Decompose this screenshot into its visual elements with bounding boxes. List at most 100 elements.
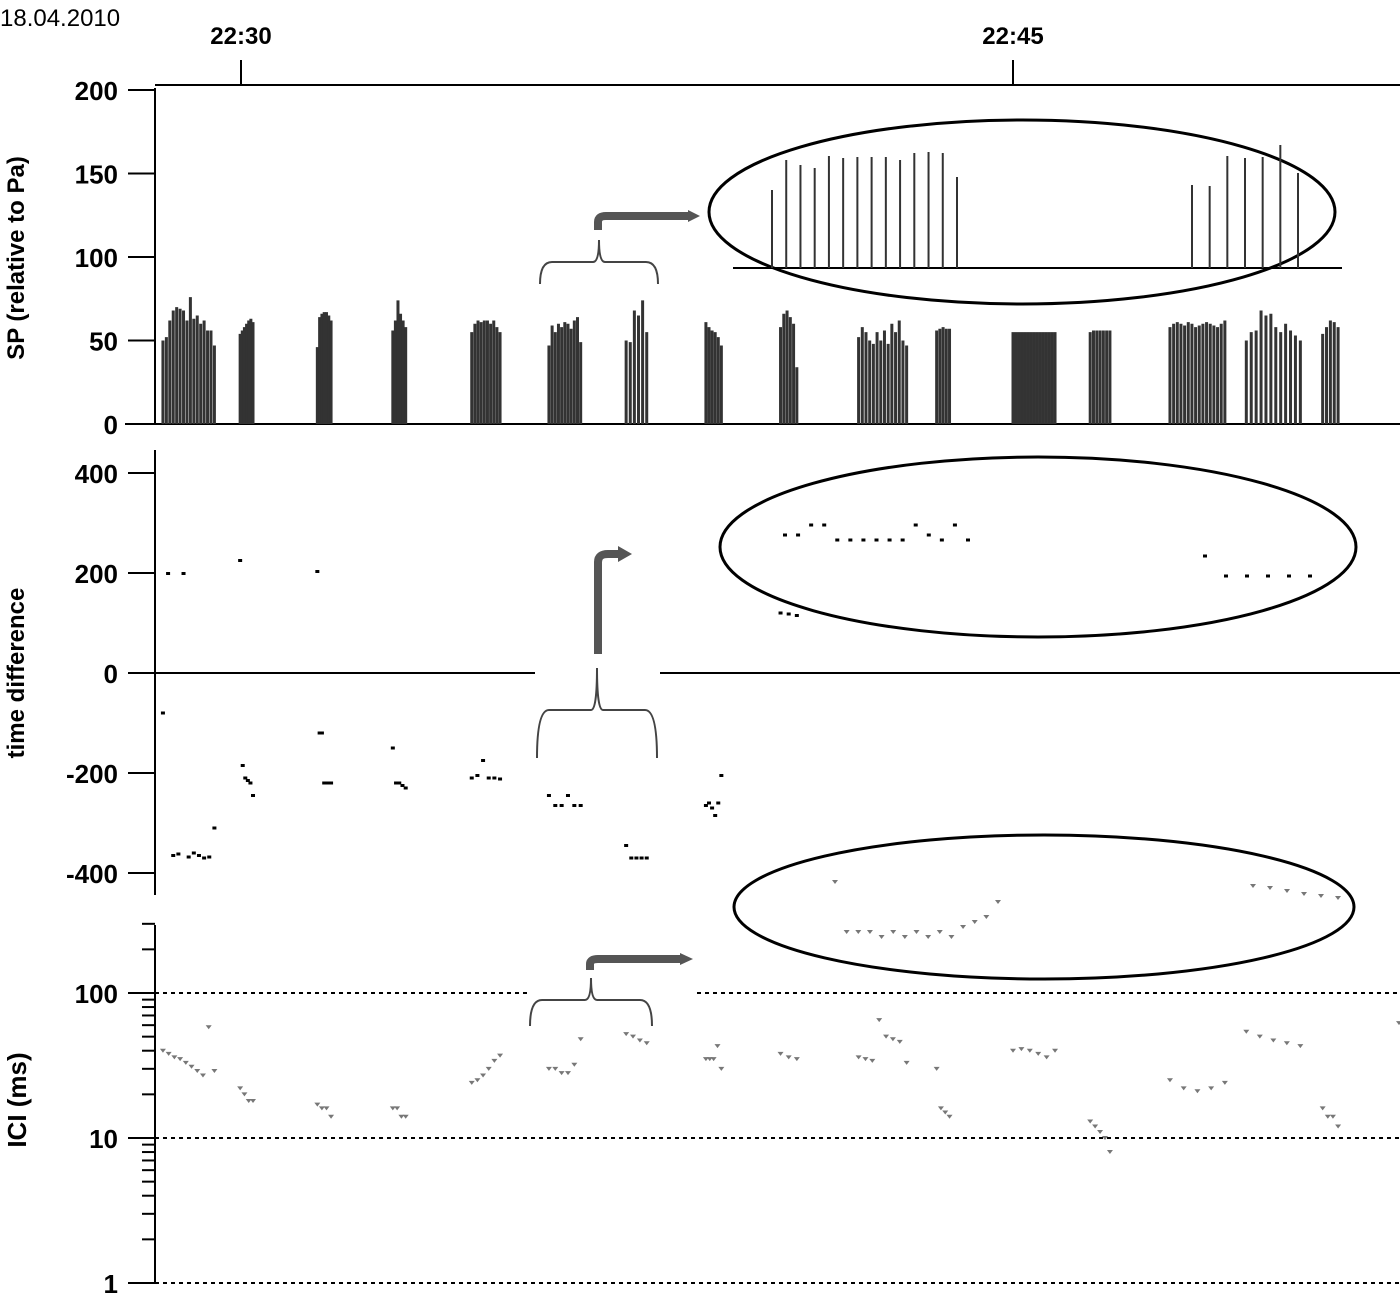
ici-point	[323, 1106, 330, 1111]
td-inset-point	[1245, 574, 1249, 578]
ici-point	[714, 1044, 721, 1049]
sp-ylabel: SP (relative to Pa)	[3, 156, 30, 360]
td-point	[319, 731, 324, 735]
td-point	[166, 572, 171, 575]
sp-zoom-arrow	[594, 212, 690, 230]
ici-point	[896, 1039, 903, 1044]
y-tick-label: 200	[75, 559, 118, 589]
td-inset-point	[1287, 574, 1291, 578]
ici-inset-point	[866, 930, 873, 934]
ici-point	[785, 1055, 792, 1060]
ici-point	[937, 1106, 944, 1111]
ici-point	[398, 1114, 405, 1119]
ici-point	[485, 1066, 492, 1071]
y-tick-label: 400	[75, 459, 118, 489]
td-point	[191, 851, 196, 855]
ici-inset-point	[878, 935, 885, 939]
td-inset-point	[835, 538, 840, 542]
ici-point	[702, 1057, 709, 1062]
ici-point	[793, 1057, 800, 1062]
ici-point	[545, 1066, 552, 1071]
td-point	[572, 804, 577, 807]
td-point	[212, 826, 217, 830]
td-inset-point	[1266, 574, 1270, 578]
td-point	[469, 776, 474, 780]
ici-point	[159, 1048, 166, 1053]
ici-point	[942, 1110, 949, 1115]
sp-bracket	[539, 239, 659, 285]
ici-point	[855, 1055, 862, 1060]
ici-point	[933, 1066, 940, 1071]
ici-point	[1026, 1048, 1033, 1053]
ici-inset-point	[1284, 889, 1290, 893]
ici-point	[946, 1114, 953, 1119]
ici-point	[1221, 1080, 1228, 1085]
td-point	[326, 781, 331, 785]
ici-zoom-arrow	[586, 955, 682, 970]
sp-zoom-arrow-head	[688, 210, 700, 222]
td-inset-point	[861, 538, 866, 542]
td-point	[559, 804, 564, 807]
y-tick-label: 0	[104, 410, 118, 440]
ici-point	[474, 1078, 481, 1083]
ici-point	[1101, 1136, 1108, 1140]
ici-point	[1052, 1048, 1059, 1053]
td-inset-point	[966, 538, 970, 542]
ici-point	[182, 1060, 189, 1065]
td-point	[565, 794, 570, 797]
ici-point	[497, 1053, 504, 1058]
td-point	[238, 559, 243, 562]
ici-point	[558, 1071, 565, 1076]
ici-inset-point	[971, 920, 978, 924]
td-point	[719, 774, 724, 777]
td-point	[181, 572, 186, 575]
td-point	[713, 814, 718, 817]
td-inset-ellipse	[718, 455, 1358, 639]
ici-point	[706, 1057, 713, 1062]
ici-point	[468, 1080, 475, 1085]
td-point	[202, 856, 207, 860]
td-inset-point	[900, 538, 905, 542]
td-inset-point	[887, 538, 892, 542]
td-inset-point	[939, 538, 944, 542]
td-point	[207, 855, 212, 859]
ici-point	[1087, 1119, 1094, 1124]
ici-inset-point	[901, 935, 908, 939]
ici-point	[1208, 1086, 1215, 1091]
ici-inset-point	[890, 930, 897, 934]
td-point	[475, 774, 480, 777]
ici-point	[402, 1114, 409, 1119]
ici-inset-point	[995, 900, 1001, 904]
ici-point	[1035, 1051, 1042, 1056]
td-point	[794, 614, 799, 617]
y-tick-label: 10	[89, 1124, 118, 1154]
td-bracket	[536, 667, 658, 759]
date-label: 18.04.2010	[0, 5, 120, 32]
ici-point	[623, 1032, 630, 1037]
x-tick-label: 22:45	[982, 23, 1043, 50]
ici-point	[1097, 1129, 1104, 1134]
y-tick-label: 200	[75, 76, 118, 106]
ici-point	[1092, 1124, 1099, 1129]
ici-point	[1180, 1086, 1187, 1091]
td-inset-point	[822, 523, 827, 527]
y-tick-label: 50	[89, 327, 118, 357]
td-point	[248, 781, 253, 785]
ici-point	[1106, 1150, 1113, 1155]
sp-inset-ellipse	[707, 118, 1337, 306]
ici-point	[1324, 1114, 1331, 1119]
td-point	[629, 856, 634, 860]
td-point	[397, 781, 402, 785]
td-inset-point	[952, 523, 957, 527]
td-point	[546, 794, 551, 797]
ici-inset-point	[913, 930, 920, 934]
ici-point	[1335, 1124, 1342, 1129]
ici-inset-point	[936, 930, 943, 934]
td-point	[245, 779, 250, 782]
ici-point	[1018, 1047, 1025, 1052]
td-inset-point	[874, 538, 879, 542]
td-ylabel: time difference	[3, 588, 30, 759]
ici-point	[777, 1051, 784, 1056]
ici-point	[1256, 1034, 1263, 1039]
